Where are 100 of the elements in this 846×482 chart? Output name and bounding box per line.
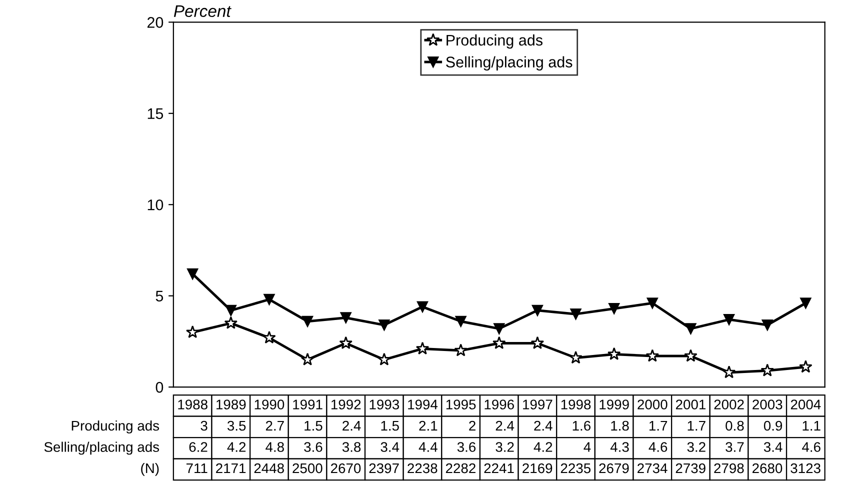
text: (N) (141, 462, 159, 476)
data-label: 1.5 (304, 420, 322, 431)
point (569, 350, 582, 364)
point (570, 308, 582, 320)
point (799, 360, 812, 373)
x-tick-label: 2003 (752, 400, 782, 410)
point (262, 330, 276, 344)
point (684, 349, 698, 362)
data-label: 4.3 (610, 442, 629, 452)
text: 2500 (292, 463, 322, 474)
data-label: 3.8 (342, 442, 361, 452)
point (530, 336, 544, 350)
data-label: 1.8 (611, 420, 629, 431)
data-label: 3.4 (380, 442, 400, 452)
data-label: 4.8 (266, 442, 284, 452)
x-tick-label: 1990 (254, 400, 284, 410)
x-tick-label: 1995 (446, 400, 476, 410)
data-label: 1.6 (572, 420, 590, 431)
point (340, 312, 352, 324)
data-label: 4.2 (534, 442, 552, 452)
text: 2448 (254, 463, 284, 474)
legend-label: Selling/placing ads (446, 56, 572, 71)
y-axis-title: Percent (174, 5, 232, 18)
point (264, 294, 275, 306)
point (454, 344, 468, 356)
data-label: 4.4 (418, 442, 438, 452)
y-tick-label: 0 (156, 382, 164, 393)
data-label: 6.2 (189, 442, 208, 452)
text: 2680 (752, 463, 782, 474)
text: 2798 (714, 463, 744, 474)
y-tick-label: 5 (156, 290, 164, 302)
point (646, 349, 660, 362)
data-label: 4.2 (227, 442, 246, 452)
text: 2734 (638, 463, 668, 474)
text: 3123 (790, 463, 820, 474)
x-tick-label: 2002 (714, 400, 744, 410)
data-label: 3.6 (457, 442, 476, 452)
x-tick-label: 1993 (370, 400, 400, 410)
data-label: 4.6 (802, 442, 820, 452)
data-label: 1.7 (649, 420, 668, 431)
data-label: 4 (584, 442, 591, 452)
x-tick-label: 2001 (676, 400, 706, 410)
text: Selling/placing ads (44, 442, 160, 455)
point (762, 319, 773, 331)
y-tick-label: 10 (148, 199, 164, 210)
point (224, 316, 238, 329)
text: 2397 (369, 463, 399, 474)
data-label: 3.2 (496, 442, 514, 452)
data-label: 2.4 (496, 420, 514, 431)
y-tick-label: 20 (147, 17, 164, 28)
data-label: 2.7 (266, 420, 284, 431)
text: 2235 (560, 463, 591, 474)
point (492, 336, 506, 350)
point (187, 268, 198, 280)
y-tick-label: 15 (148, 108, 164, 120)
point (300, 352, 314, 366)
x-tick-label: 2004 (790, 400, 821, 410)
point (186, 325, 200, 338)
legend-label: Producing ads (446, 34, 542, 49)
x-tick-label: 1992 (331, 400, 361, 410)
text: 2282 (446, 463, 476, 474)
data-label: 2.1 (419, 420, 438, 431)
data-label: 0.8 (726, 420, 744, 431)
point (760, 364, 774, 376)
point (339, 336, 353, 350)
point (494, 323, 505, 334)
data-label: 3.4 (764, 442, 782, 452)
point (416, 301, 428, 312)
point (800, 298, 812, 309)
text: 2739 (676, 463, 706, 474)
point (608, 303, 620, 314)
point (646, 298, 658, 309)
data-label: 2.4 (342, 420, 361, 431)
data-label: 3 (200, 420, 208, 431)
x-tick-label: 1999 (600, 400, 629, 410)
data-label: 1.5 (381, 420, 399, 431)
data-label: 1.1 (802, 420, 820, 431)
data-label: 3.5 (227, 420, 246, 431)
text: 2670 (330, 463, 361, 474)
point (302, 316, 314, 327)
data-label: 3.2 (687, 442, 706, 452)
point (532, 304, 544, 316)
x-tick-label: 1988 (178, 400, 208, 410)
point (685, 323, 696, 334)
x-tick-label: 1997 (523, 400, 552, 410)
text: Producing ads (72, 420, 160, 434)
point (416, 342, 430, 354)
data-label: 2.4 (534, 420, 552, 431)
point (722, 366, 736, 378)
x-tick-label: 1998 (561, 400, 591, 410)
x-tick-label: 1996 (484, 400, 514, 410)
text: 2238 (408, 463, 438, 474)
data-label: 4.6 (648, 442, 668, 452)
text: 2241 (484, 463, 514, 474)
data-label: 3.7 (726, 442, 744, 452)
data-label: 3.6 (304, 442, 322, 452)
text: 2679 (599, 463, 629, 474)
point (455, 316, 466, 327)
text: 2171 (216, 463, 246, 474)
data-label: 0.9 (764, 420, 782, 431)
